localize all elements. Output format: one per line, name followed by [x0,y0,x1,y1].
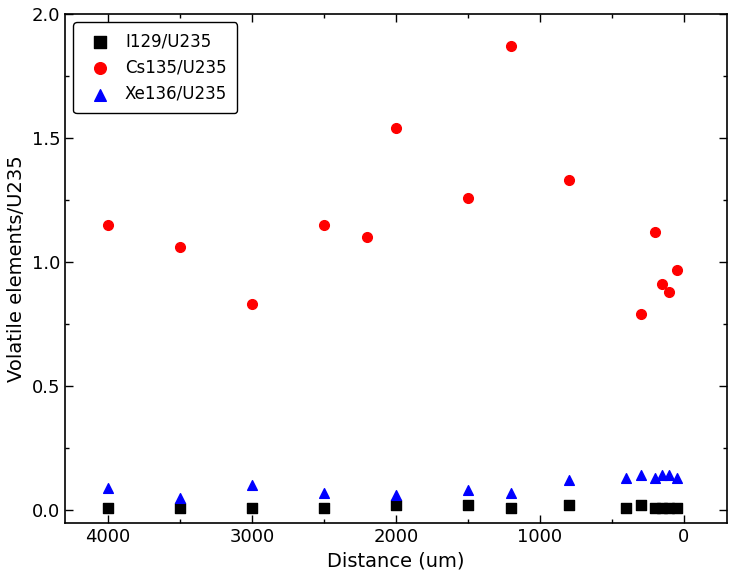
Cs135/U235 [462,193,474,202]
Cs135/U235 [30,245,42,254]
I129/U235 [318,503,330,512]
I129/U235 [174,503,186,512]
Xe136/U235 [671,473,683,482]
I129/U235 [671,503,683,512]
Xe136/U235 [505,488,517,497]
Xe136/U235 [102,484,114,493]
Cs135/U235 [246,299,258,309]
Cs135/U235 [656,280,668,289]
Cs135/U235 [563,175,575,185]
Legend: I129/U235, Cs135/U235, Xe136/U235: I129/U235, Cs135/U235, Xe136/U235 [73,23,237,113]
Cs135/U235 [361,233,373,242]
I129/U235 [505,503,517,512]
Cs135/U235 [318,220,330,230]
I129/U235 [649,503,661,512]
I129/U235 [30,503,42,512]
I129/U235 [462,501,474,510]
I129/U235 [563,501,575,510]
Xe136/U235 [649,473,661,482]
Cs135/U235 [635,310,647,319]
Xe136/U235 [635,471,647,480]
Xe136/U235 [620,473,632,482]
Cs135/U235 [390,123,402,133]
Y-axis label: Volatile elements/U235: Volatile elements/U235 [7,155,26,381]
Xe136/U235 [390,490,402,500]
I129/U235 [656,503,668,512]
I129/U235 [246,503,258,512]
I129/U235 [635,501,647,510]
Xe136/U235 [318,488,330,497]
Xe136/U235 [656,471,668,480]
I129/U235 [102,503,114,512]
Cs135/U235 [102,220,114,230]
Xe136/U235 [246,481,258,490]
Cs135/U235 [664,287,675,297]
Xe136/U235 [462,486,474,495]
Cs135/U235 [505,42,517,51]
Cs135/U235 [649,228,661,237]
Xe136/U235 [30,484,42,493]
X-axis label: Distance (um): Distance (um) [327,551,465,570]
I129/U235 [390,501,402,510]
I129/U235 [664,503,675,512]
Xe136/U235 [563,476,575,485]
Xe136/U235 [664,471,675,480]
I129/U235 [620,503,632,512]
Xe136/U235 [174,493,186,503]
Cs135/U235 [174,242,186,252]
Cs135/U235 [671,265,683,274]
